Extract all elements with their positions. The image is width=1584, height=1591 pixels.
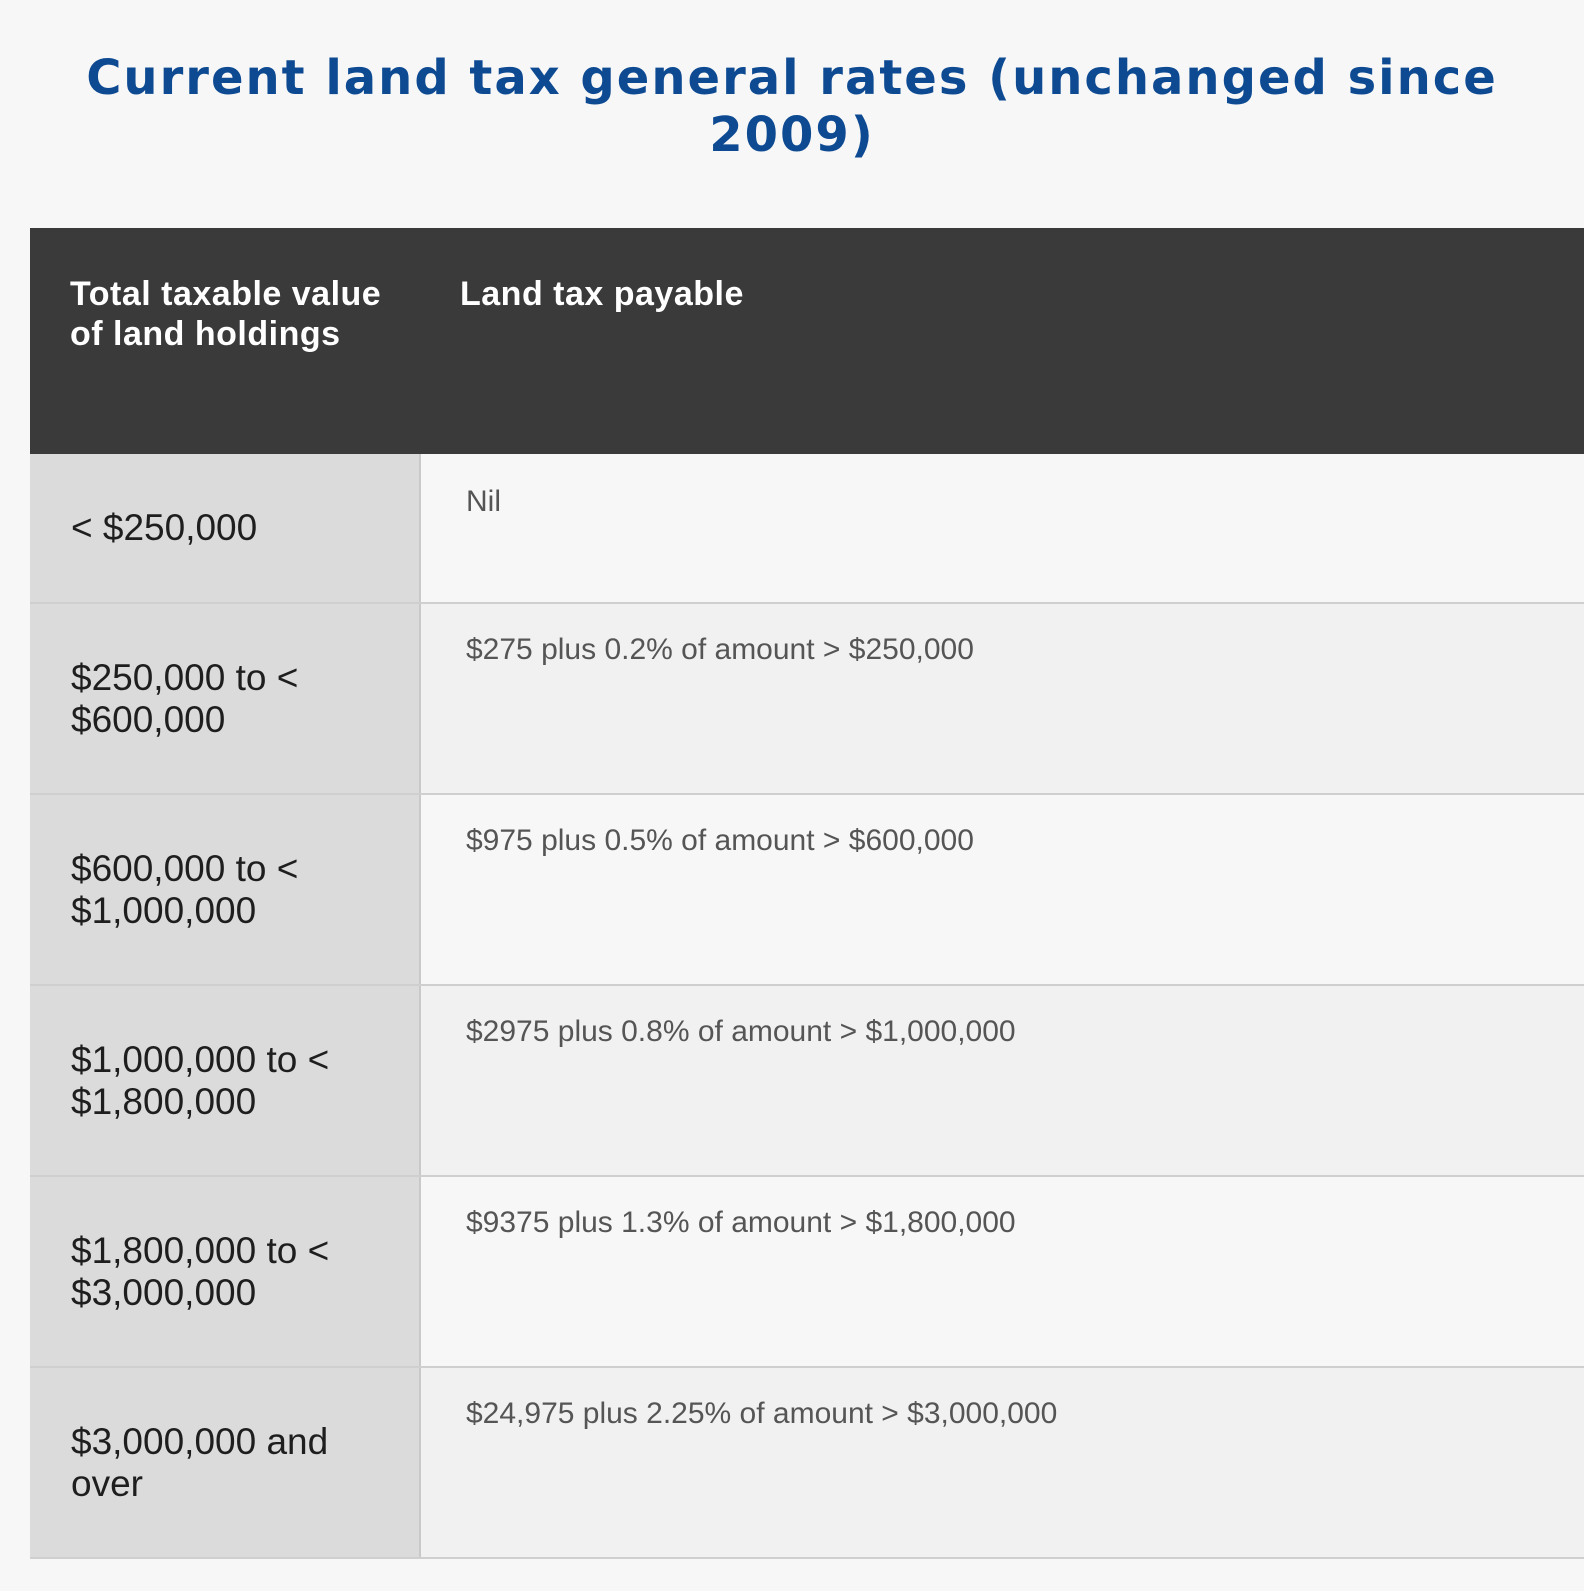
table-row: $250,000 to < $600,000 $275 plus 0.2% of…: [30, 602, 1584, 793]
taxable-value-cell: < $250,000: [30, 454, 421, 602]
page-title: Current land tax general rates (unchange…: [86, 50, 1498, 163]
taxable-value-cell: $1,000,000 to < $1,800,000: [30, 986, 421, 1175]
land-tax-rates-table: Total taxable value of land holdings Lan…: [30, 228, 1584, 1559]
column-header-tax-payable: Land tax payable: [460, 275, 744, 313]
table-header: Total taxable value of land holdings Lan…: [30, 228, 1584, 454]
table-row: $3,000,000 and over $24,975 plus 2.25% o…: [30, 1366, 1584, 1559]
tax-payable-cell: Nil: [421, 454, 1584, 602]
tax-payable-cell: $975 plus 0.5% of amount > $600,000: [421, 795, 1584, 984]
tax-payable-cell: $24,975 plus 2.25% of amount > $3,000,00…: [421, 1368, 1584, 1557]
column-header-taxable-value: Total taxable value of land holdings: [70, 275, 382, 353]
table-row: < $250,000 Nil: [30, 454, 1584, 602]
tax-payable-cell: $2975 plus 0.8% of amount > $1,000,000: [421, 986, 1584, 1175]
table-row: $600,000 to < $1,000,000 $975 plus 0.5% …: [30, 793, 1584, 984]
table-row: $1,000,000 to < $1,800,000 $2975 plus 0.…: [30, 984, 1584, 1175]
taxable-value-cell: $3,000,000 and over: [30, 1368, 421, 1557]
tax-payable-cell: $9375 plus 1.3% of amount > $1,800,000: [421, 1177, 1584, 1366]
taxable-value-cell: $250,000 to < $600,000: [30, 604, 421, 793]
taxable-value-cell: $600,000 to < $1,000,000: [30, 795, 421, 984]
table-row: $1,800,000 to < $3,000,000 $9375 plus 1.…: [30, 1175, 1584, 1366]
tax-payable-cell: $275 plus 0.2% of amount > $250,000: [421, 604, 1584, 793]
taxable-value-cell: $1,800,000 to < $3,000,000: [30, 1177, 421, 1366]
